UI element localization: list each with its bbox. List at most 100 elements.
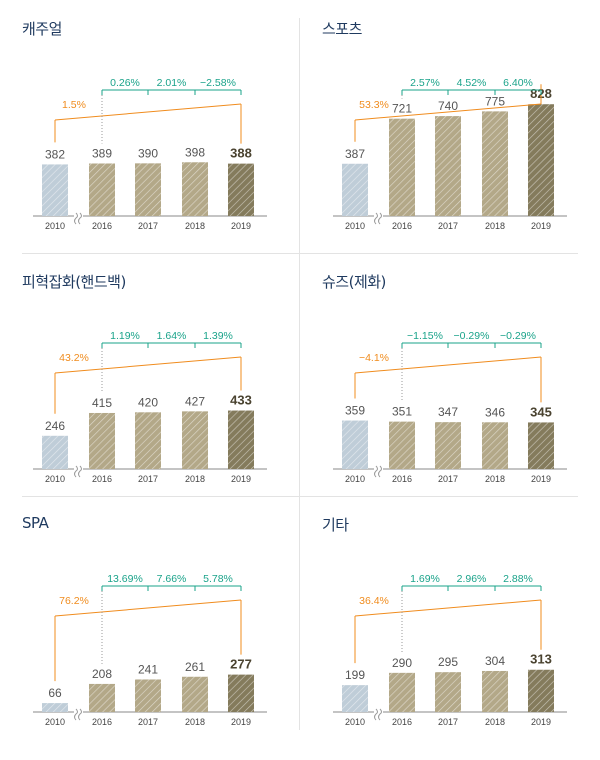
bar [482,422,508,469]
data-label: 398 [185,145,205,159]
data-label: 313 [530,652,552,667]
bar [135,412,161,469]
tick-label: 2016 [92,717,112,727]
tick-label: 2018 [185,474,205,484]
tick-label: 2010 [45,221,65,231]
data-label: 388 [230,146,252,161]
tick-label: 2016 [392,717,412,727]
data-label: 382 [45,147,65,161]
yoy-label: 1.64% [157,330,187,342]
yoy-label: 1.39% [203,330,233,342]
tick-label: 2017 [138,221,158,231]
data-label: 721 [392,102,412,116]
axis-break [74,465,83,478]
tick-label: 2017 [138,717,158,727]
tick-label: 2019 [531,221,551,231]
bar-chart: 66 2010 208 2016 241 2017 261 2018 277 2019 76.2% 1… [33,573,267,727]
bar [528,669,554,712]
chart-panel-leather-goods: 피혁잡화(핸드백) 246 2010 415 2016 420 2017 427 2018 43… [0,253,300,496]
bar [228,410,254,469]
tick-label: 2017 [438,221,458,231]
yoy-label: 4.52% [457,77,487,89]
data-label: 433 [230,393,252,408]
bar-chart: 382 2010 389 2016 390 2017 398 2018 388 2019 1.5% 0… [33,77,267,231]
tick-label: 2019 [231,717,251,727]
horizontal-separator [22,253,578,254]
data-label: 775 [485,94,505,108]
cagr-label: 76.2% [59,595,89,607]
data-label: 277 [230,657,252,672]
cagr-bracket [54,599,242,617]
data-label: 390 [138,146,158,160]
data-label: 241 [138,662,158,676]
chart-panel-casual: 캐주얼 382 2010 389 2016 390 2017 398 2018 388 2019 1… [0,0,300,243]
data-label: 290 [392,656,412,670]
horizontal-separator [22,496,578,497]
axis-break [374,465,383,478]
chart-title: 스포츠 [322,20,362,38]
tick-label: 2018 [485,474,505,484]
tick-label: 2017 [438,474,458,484]
bar [135,163,161,216]
bar [482,670,508,712]
tick-label: 2019 [231,221,251,231]
bar [182,411,208,469]
data-label: 208 [92,667,112,681]
tick-label: 2019 [531,717,551,727]
yoy-label: 2.88% [503,573,533,585]
tick-label: 2019 [531,474,551,484]
data-label: 346 [485,405,505,419]
tick-label: 2018 [185,717,205,727]
chart-panel-sports: 스포츠 387 2010 721 2016 740 2017 775 2018 828 2019 5… [300,0,600,243]
yoy-label: −2.58% [200,77,236,89]
cagr-label: 53.3% [359,99,389,111]
tick-label: 2010 [45,717,65,727]
cagr-label: 1.5% [62,99,86,111]
bar [89,163,115,216]
tick-label: 2010 [345,474,365,484]
data-label: 389 [92,146,112,160]
yoy-label: 6.40% [503,77,533,89]
tick-label: 2016 [92,221,112,231]
bar [342,685,368,712]
chart-title: 기타 [322,516,349,534]
yoy-label: 0.26% [110,77,140,89]
data-label: 740 [438,99,458,113]
axis-break [74,708,83,721]
cagr-label: 43.2% [59,352,89,364]
bar [435,672,461,712]
bar [42,164,68,216]
data-label: 199 [345,668,365,682]
yoy-label: 1.19% [110,330,140,342]
tick-label: 2017 [138,474,158,484]
bar [42,703,68,712]
tick-label: 2016 [392,474,412,484]
bar [89,412,115,469]
cagr-bracket [354,599,542,617]
cagr-bracket [54,103,242,121]
yoy-label: 7.66% [157,573,187,585]
bar [342,420,368,469]
bar [389,421,415,469]
bar [389,672,415,712]
yoy-label: 2.96% [457,573,487,585]
tick-label: 2010 [345,717,365,727]
yoy-label: 2.01% [157,77,187,89]
tick-label: 2018 [485,717,505,727]
bar [482,111,508,216]
data-label: 415 [92,396,112,410]
chart-panel-others: 기타 199 2010 290 2016 295 2017 304 2018 313 2019 36… [300,496,600,739]
tick-label: 2018 [185,221,205,231]
bar [435,116,461,216]
data-label: 351 [392,405,412,419]
data-label: 345 [530,404,552,419]
cagr-label: 36.4% [359,595,389,607]
chart-panel-spa: SPA 66 2010 208 2016 241 2017 261 2018 277 2019 76… [0,496,300,739]
bar [228,163,254,216]
tick-label: 2016 [392,221,412,231]
yoy-label: 5.78% [203,573,233,585]
data-label: 246 [45,419,65,433]
bar-chart: 3872010721201674020177752018828201953.3%… [333,77,567,231]
yoy-label: −0.29% [454,330,490,342]
bar [42,435,68,469]
